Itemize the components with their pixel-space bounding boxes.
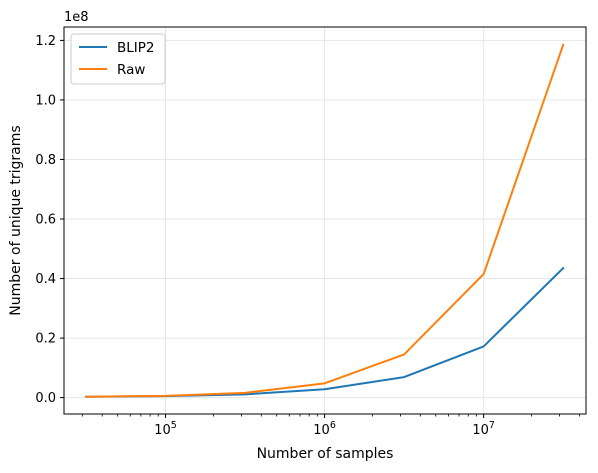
x-axis: 105 106 107 xyxy=(81,414,580,438)
x-tick-label: 107 xyxy=(472,420,495,438)
legend-label-blip2: BLIP2 xyxy=(117,40,155,56)
y-tick-label: 0.2 xyxy=(35,332,56,347)
y-axis-label: Number of unique trigrams xyxy=(8,125,24,315)
x-axis-label: Number of samples xyxy=(257,446,394,462)
series-line-raw xyxy=(84,43,565,398)
y-tick-label: 0.0 xyxy=(35,391,56,406)
grid xyxy=(64,27,586,414)
legend-label-raw: Raw xyxy=(117,62,145,78)
series-layer xyxy=(84,43,565,398)
y-scale-label: 1e8 xyxy=(64,10,89,25)
y-tick-label: 0.4 xyxy=(35,272,56,287)
x-tick-label: 106 xyxy=(313,420,336,438)
x-tick-label: 105 xyxy=(154,420,177,438)
y-tick-label: 1.2 xyxy=(35,34,56,49)
legend: BLIP2 Raw xyxy=(70,33,166,85)
y-tick-label: 0.6 xyxy=(35,213,56,228)
y-tick-label: 0.8 xyxy=(35,153,56,168)
y-tick-label: 1.0 xyxy=(35,93,56,108)
y-axis: 0.0 0.2 0.4 0.6 0.8 1.0 1.2 xyxy=(35,34,64,406)
